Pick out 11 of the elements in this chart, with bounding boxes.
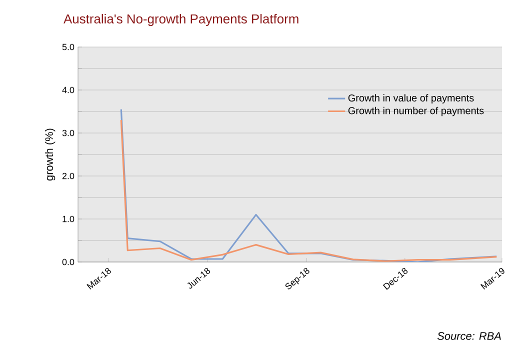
y-axis-title: growth (%)	[44, 128, 56, 181]
y-tick-label: 2.0	[62, 172, 74, 180]
y-tick-label: 5.0	[62, 44, 74, 50]
y-tick-label: 1.0	[62, 216, 74, 222]
source-note: Source: RBA	[437, 332, 501, 340]
legend-label: Growth in number of payments	[348, 106, 484, 116]
chart-title: Australia's No-growth Payments Platform	[64, 14, 298, 26]
y-tick-label: 4.0	[62, 86, 74, 94]
legend-label: Growth in value of payments	[348, 94, 474, 104]
y-tick-label: 3.0	[62, 130, 74, 136]
y-tick-label: 0.0	[62, 258, 74, 266]
